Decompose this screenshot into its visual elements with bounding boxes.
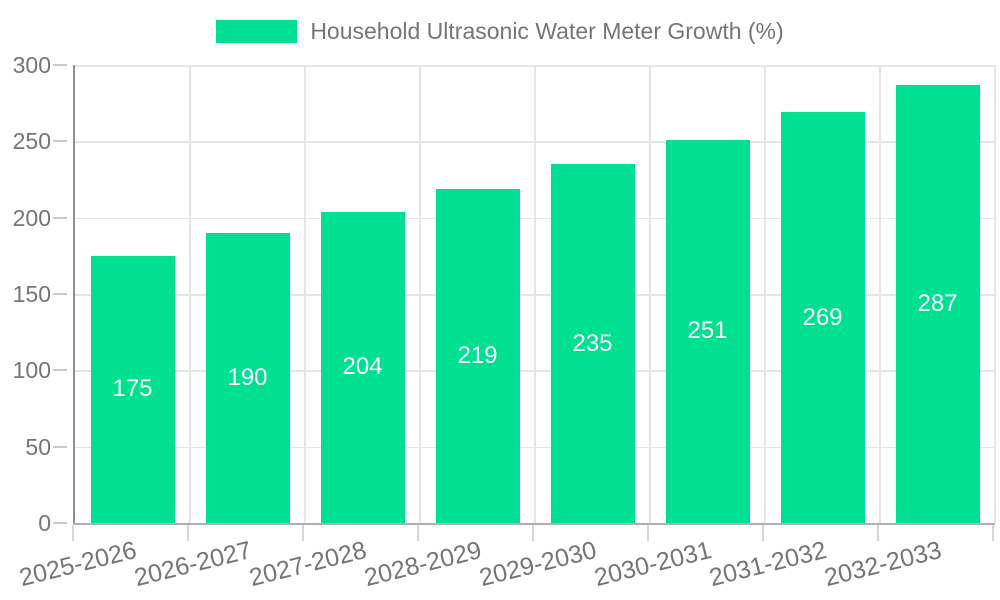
y-tick-label: 200 <box>12 204 51 231</box>
x-tick <box>302 525 304 541</box>
x-tick <box>417 525 419 541</box>
y-tick-label: 250 <box>12 128 51 155</box>
bar-2030-2031: 251 <box>665 139 750 523</box>
y-tick-label: 100 <box>12 357 51 384</box>
x-tick-label: 2030-2031 <box>591 536 715 593</box>
y-gridline <box>75 141 995 143</box>
x-tick-label: 2026-2027 <box>131 536 255 593</box>
x-tick <box>762 525 764 541</box>
y-tick-label: 0 <box>38 510 51 536</box>
y-tick-label: 50 <box>25 433 51 460</box>
x-tick-label: 2032-2033 <box>821 536 945 593</box>
chart-legend: Household Ultrasonic Water Meter Growth … <box>0 18 1000 44</box>
x-tick <box>532 525 534 541</box>
x-axis-line <box>73 523 995 525</box>
bar-2027-2028: 204 <box>320 211 405 523</box>
y-tick <box>53 216 67 219</box>
y-tick <box>53 293 67 295</box>
x-tick <box>647 525 649 541</box>
bar-value-label: 190 <box>227 363 268 391</box>
x-tick-label: 2027-2028 <box>246 536 370 593</box>
x-tick-label: 2029-2030 <box>476 536 600 593</box>
bar-2028-2029: 219 <box>435 188 520 523</box>
bar-value-label: 251 <box>687 317 728 345</box>
y-tick <box>53 445 67 448</box>
y-gridline <box>75 370 995 372</box>
y-tick <box>53 140 67 143</box>
y-tick <box>53 64 67 66</box>
bar-value-label: 175 <box>112 375 153 403</box>
bar-value-label: 235 <box>572 329 613 357</box>
y-gridline <box>75 294 995 296</box>
x-tick <box>992 525 994 541</box>
bar-value-label: 287 <box>917 289 958 317</box>
y-gridline <box>75 446 995 449</box>
bar-2026-2027: 190 <box>205 232 290 523</box>
x-tick-label: 2028-2029 <box>361 536 485 593</box>
y-tick-label: 150 <box>12 281 51 307</box>
x-tick <box>72 525 74 541</box>
bar-2032-2033: 287 <box>895 84 980 523</box>
x-tick <box>877 525 879 541</box>
x-tick-label: 2025-2026 <box>16 536 140 593</box>
legend-swatch <box>216 19 298 43</box>
y-gridline <box>75 217 995 220</box>
x-tick-label: 2031-2032 <box>706 536 830 593</box>
y-tick-label: 300 <box>12 52 51 78</box>
bar-value-label: 269 <box>802 303 843 331</box>
bar-2029-2030: 235 <box>550 164 635 523</box>
y-tick <box>53 522 67 524</box>
bar-2031-2032: 269 <box>780 112 865 523</box>
plot-area: 175 190 204 219 235 251 269 287 <box>73 65 996 525</box>
bar-value-label: 204 <box>342 353 383 381</box>
y-gridline <box>75 65 995 67</box>
bar-value-label: 219 <box>457 341 498 369</box>
bar-2025-2026: 175 <box>90 255 175 523</box>
y-tick <box>53 369 67 372</box>
legend-label: Household Ultrasonic Water Meter Growth … <box>310 18 784 44</box>
x-tick <box>187 525 189 541</box>
